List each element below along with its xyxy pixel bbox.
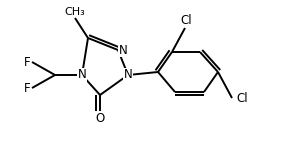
Text: Cl: Cl (236, 93, 248, 106)
Text: N: N (119, 44, 127, 57)
Text: N: N (78, 68, 86, 81)
Text: CH₃: CH₃ (65, 7, 85, 17)
Text: F: F (24, 56, 31, 68)
Text: O: O (95, 112, 105, 125)
Text: N: N (124, 68, 132, 81)
Text: F: F (24, 81, 31, 95)
Text: Cl: Cl (180, 14, 192, 27)
